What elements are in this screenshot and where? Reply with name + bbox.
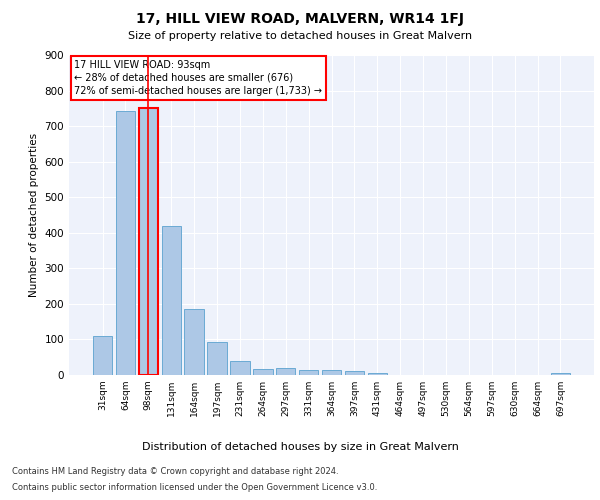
Text: Contains HM Land Registry data © Crown copyright and database right 2024.: Contains HM Land Registry data © Crown c…: [12, 468, 338, 476]
Bar: [322, 370, 341, 375]
Bar: [253, 368, 272, 375]
Text: 17 HILL VIEW ROAD: 93sqm
← 28% of detached houses are smaller (676)
72% of semi-: 17 HILL VIEW ROAD: 93sqm ← 28% of detach…: [74, 60, 322, 96]
Text: 17, HILL VIEW ROAD, MALVERN, WR14 1FJ: 17, HILL VIEW ROAD, MALVERN, WR14 1FJ: [136, 12, 464, 26]
Bar: [230, 361, 250, 375]
Bar: [116, 111, 135, 375]
Bar: [276, 368, 295, 375]
Text: Distribution of detached houses by size in Great Malvern: Distribution of detached houses by size …: [142, 442, 458, 452]
Text: Size of property relative to detached houses in Great Malvern: Size of property relative to detached ho…: [128, 31, 472, 41]
Bar: [299, 370, 319, 375]
Bar: [208, 342, 227, 375]
Bar: [184, 308, 204, 375]
Text: Contains public sector information licensed under the Open Government Licence v3: Contains public sector information licen…: [12, 482, 377, 492]
Bar: [368, 372, 387, 375]
Bar: [344, 370, 364, 375]
Bar: [551, 372, 570, 375]
Bar: [139, 108, 158, 375]
Bar: [93, 336, 112, 375]
Bar: [161, 226, 181, 375]
Y-axis label: Number of detached properties: Number of detached properties: [29, 133, 39, 297]
